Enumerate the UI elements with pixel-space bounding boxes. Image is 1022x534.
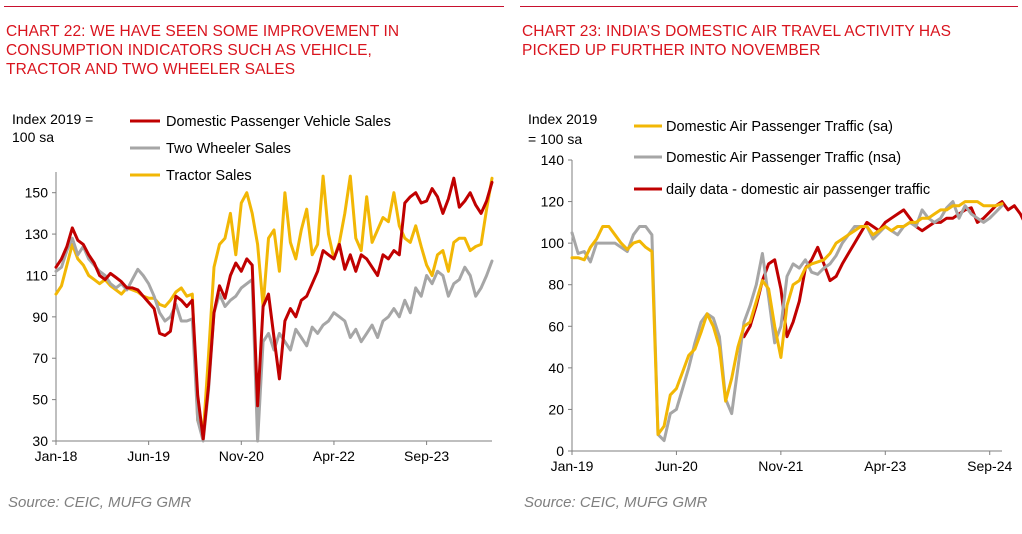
x-tick-label: Nov-20	[219, 448, 264, 464]
y-tick-label: 30	[32, 433, 48, 449]
x-tick-label: Jun-20	[655, 458, 698, 474]
chart-23-title-line-1: CHART 23: INDIA’S DOMESTIC AIR TRAVEL AC…	[522, 23, 952, 40]
chart-22-panel: CHART 22: WE HAVE SEEN SOME IMPROVEMENT …	[0, 0, 508, 534]
y-tick-label: 60	[548, 318, 564, 334]
y-axis-label-line-2: = 100 sa	[528, 131, 582, 147]
chart-23-title-line-2: PICKED UP FURTHER INTO NOVEMBER	[522, 42, 821, 59]
chart-23-panel: CHART 23: INDIA’S DOMESTIC AIR TRAVEL AC…	[516, 0, 1022, 534]
y-axis-label-line-1: Index 2019 =	[12, 111, 93, 127]
top-rule	[4, 6, 504, 7]
x-tick-label: Apr-22	[313, 448, 355, 464]
series-line-0	[54, 176, 494, 441]
legend-label-2: Tractor Sales	[166, 168, 252, 184]
chart-22-title-line-1: CHART 22: WE HAVE SEEN SOME IMPROVEMENT …	[6, 23, 400, 40]
y-tick-label: 120	[541, 194, 565, 210]
chart-22-plot: 30 50 70 90 110 130 150 Jan-18 Jun-19 Nov-20 Apr-2…	[12, 111, 494, 464]
legend-label-1: Domestic Air Passenger Traffic (nsa)	[666, 150, 901, 166]
chart-23-title: CHART 23: INDIA’S DOMESTIC AIR TRAVEL AC…	[522, 22, 1016, 60]
x-tick-label: Apr-23	[864, 458, 906, 474]
legend-label-0: Domestic Air Passenger Traffic (sa)	[666, 119, 893, 135]
x-tick-label: Jan-18	[35, 448, 78, 464]
chart-22-title: CHART 22: WE HAVE SEEN SOME IMPROVEMENT …	[6, 22, 502, 79]
y-axis-label-line-1: Index 2019	[528, 111, 597, 127]
y-tick-label: 100	[541, 235, 565, 251]
series-line-2	[54, 174, 494, 437]
y-tick-label: 40	[548, 360, 564, 376]
y-tick-label: 130	[25, 226, 49, 242]
x-tick-label: Sep-24	[967, 458, 1012, 474]
series-line-0	[570, 200, 1004, 436]
x-tick-label: Nov-21	[758, 458, 803, 474]
chart-23-plot: 0 20 40 60 80 100 120 140 Jan-19 Jun-20 Nov-21 Apr-…	[528, 111, 1022, 474]
y-tick-label: 80	[548, 277, 564, 293]
y-tick-label: 50	[32, 392, 48, 408]
y-tick-label: 90	[32, 309, 48, 325]
top-rule	[520, 6, 1018, 7]
chart-23-source: Source: CEIC, MUFG GMR	[524, 494, 708, 511]
x-tick-label: Jun-19	[127, 448, 170, 464]
x-tick-label: Sep-23	[404, 448, 449, 464]
y-tick-label: 110	[26, 267, 49, 283]
chart-22-title-line-2: CONSUMPTION INDICATORS SUCH AS VEHICLE,	[6, 42, 372, 59]
series-line-1	[570, 200, 1004, 443]
y-axis-label-line-2: 100 sa	[12, 129, 54, 145]
chart-22-source: Source: CEIC, MUFG GMR	[8, 494, 192, 511]
y-tick-label: 20	[548, 401, 564, 417]
y-tick-label: 0	[556, 443, 564, 459]
y-tick-label: 70	[32, 350, 48, 366]
legend-label-2: daily data - domestic air passenger traf…	[666, 182, 930, 198]
y-tick-label: 150	[25, 185, 49, 201]
legend-label-0: Domestic Passenger Vehicle Sales	[166, 114, 391, 130]
x-tick-label: Jan-19	[551, 458, 594, 474]
y-tick-label: 140	[541, 152, 565, 168]
chart-22-title-line-3: TRACTOR AND TWO WHEELER SALES	[6, 61, 296, 78]
legend-label-1: Two Wheeler Sales	[166, 141, 291, 157]
